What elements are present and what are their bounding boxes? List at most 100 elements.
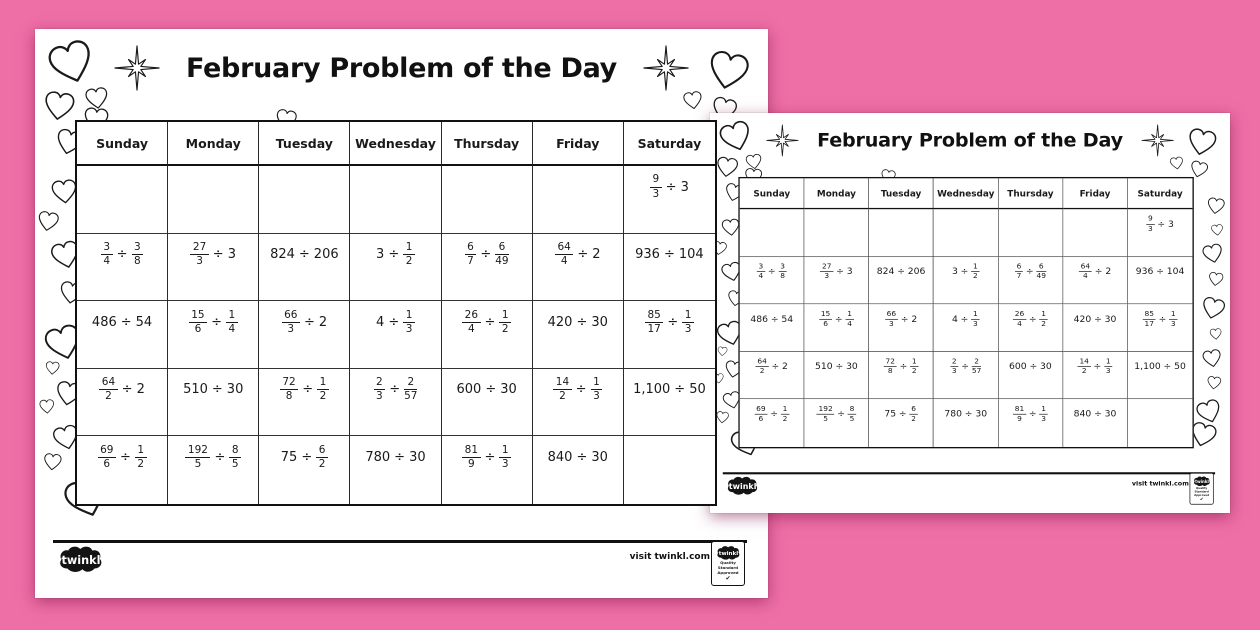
- problem-cell: 69 6 ÷ 1 2: [739, 399, 805, 447]
- title-row: February Problem of the Day: [35, 45, 768, 91]
- worksheet-sheet: February Problem of the Day Sunday Monday…: [710, 113, 1230, 513]
- sheet-scale: February Problem of the Day Sunday Monday…: [710, 113, 1230, 513]
- problem-cell: 486 ÷ 54: [739, 304, 805, 352]
- twinkl-logo: twinkl: [57, 544, 105, 575]
- problem-cell: 600 ÷ 30: [998, 351, 1064, 400]
- problem-cell: 6 7 ÷ 6 49: [998, 256, 1064, 305]
- sparkle-star-icon: [643, 45, 689, 91]
- problem-cell: 2 3 ÷ 2 57: [350, 368, 442, 437]
- footer-divider: [53, 540, 747, 543]
- day-header-cell: Wednesday: [933, 178, 999, 210]
- problem-cell: [933, 209, 999, 257]
- problem-cell: 14 2 ÷ 1 3: [1063, 351, 1128, 400]
- heart-icon: [1202, 243, 1222, 263]
- problem-cell: 420 ÷ 30: [1063, 304, 1128, 352]
- heart-icon: [717, 346, 728, 356]
- problem-calendar: Sunday Monday Tuesday Wednesday Thursday Frid…: [738, 176, 1194, 449]
- heart-icon: [1207, 197, 1225, 214]
- problem-cell: 1,100 ÷ 50: [1127, 351, 1193, 400]
- problem-cell: 3 4 ÷ 3 8: [77, 233, 169, 302]
- problem-cell: 4 ÷ 1 3: [933, 304, 999, 352]
- page-title: February Problem of the Day: [186, 52, 617, 84]
- problem-calendar: Sunday Monday Tuesday Wednesday Thursday Frid…: [75, 120, 717, 506]
- worksheet-page-front: February Problem of the Day Sunday Monday…: [710, 113, 1230, 513]
- problem-cell: [532, 166, 624, 234]
- problem-cell: 840 ÷ 30: [532, 436, 624, 504]
- heart-icon: [717, 156, 738, 177]
- problem-cell: [998, 209, 1064, 257]
- quality-badge-brand: twinkl: [718, 551, 737, 557]
- check-icon: ✔: [725, 574, 731, 582]
- footer-divider: [722, 472, 1216, 475]
- twinkl-logo-text: twinkl: [729, 482, 757, 491]
- day-header-cell: Saturday: [1127, 178, 1193, 210]
- problem-cell: [168, 166, 260, 234]
- quality-badge-brand: twinkl: [1195, 479, 1209, 484]
- heart-icon: [716, 411, 729, 424]
- problem-cell: 600 ÷ 30: [441, 368, 533, 437]
- problem-cell: 66 3 ÷ 2: [869, 304, 934, 352]
- heart-icon: [1203, 297, 1226, 319]
- problem-cell: 75 ÷ 6 2: [869, 399, 934, 447]
- quality-badge: twinkl Quality Standard Approved ✔: [1189, 472, 1214, 505]
- problem-cell: [804, 209, 870, 257]
- heart-icon: [710, 50, 749, 89]
- problem-cell: 3 ÷ 1 2: [933, 256, 999, 305]
- problem-cell: 66 3 ÷ 2: [259, 301, 351, 369]
- problem-cell: 27 3 ÷ 3: [804, 256, 870, 305]
- quality-badge-line1: Quality Standard: [717, 560, 739, 570]
- problem-cell: [739, 209, 805, 257]
- heart-icon: [1209, 272, 1224, 286]
- sparkle-star-icon: [1141, 124, 1174, 157]
- problem-cell: 510 ÷ 30: [804, 351, 870, 400]
- problem-cell: 15 6 ÷ 1 4: [168, 301, 260, 369]
- problem-cell: 824 ÷ 206: [259, 233, 351, 302]
- problem-cell: 840 ÷ 30: [1063, 399, 1128, 447]
- day-header-cell: Friday: [532, 122, 624, 166]
- quality-badge-cloud-icon: twinkl: [1193, 476, 1210, 487]
- heart-icon: [1209, 328, 1222, 340]
- problem-cell: 1,100 ÷ 50: [623, 368, 715, 437]
- problem-cell: 486 ÷ 54: [77, 301, 169, 369]
- heart-icon: [1169, 156, 1183, 170]
- problem-cell: 27 3 ÷ 3: [168, 233, 260, 302]
- problem-cell: [259, 166, 351, 234]
- problem-cell: 192 5 ÷ 8 5: [804, 399, 870, 447]
- problem-cell: [1127, 399, 1193, 447]
- heart-icon: [1202, 349, 1221, 367]
- problem-cell: [1063, 209, 1128, 257]
- problem-cell: 26 4 ÷ 1 2: [998, 304, 1064, 352]
- heart-icon: [39, 399, 55, 414]
- hearts-layer: [710, 113, 1230, 513]
- worksheet-sheet: February Problem of the Day Sunday Monday…: [35, 29, 768, 598]
- problem-cell: 85 17 ÷ 1 3: [623, 301, 715, 369]
- problem-cell: 75 ÷ 6 2: [259, 436, 351, 504]
- problem-cell: 64 2 ÷ 2: [739, 351, 805, 400]
- problem-cell: 9 3 ÷ 3: [623, 166, 715, 234]
- heart-icon: [719, 120, 749, 151]
- problem-cell: 64 4 ÷ 2: [532, 233, 624, 302]
- day-header-cell: Sunday: [739, 178, 805, 210]
- problem-cell: 936 ÷ 104: [623, 233, 715, 302]
- problem-cell: [350, 166, 442, 234]
- day-header-cell: Thursday: [441, 122, 533, 166]
- problem-cell: 15 6 ÷ 1 4: [804, 304, 870, 352]
- heart-icon: [1211, 224, 1223, 236]
- heart-icon: [1191, 160, 1208, 178]
- problem-cell: 6 7 ÷ 6 49: [441, 233, 533, 302]
- check-icon: ✔: [1199, 496, 1204, 502]
- heart-icon: [1207, 376, 1222, 390]
- heart-icon: [745, 153, 762, 169]
- problem-cell: 72 8 ÷ 1 2: [869, 351, 934, 400]
- day-header-cell: Thursday: [998, 178, 1064, 210]
- problem-cell: 824 ÷ 206: [869, 256, 934, 305]
- quality-badge-line2: Approved: [717, 569, 739, 575]
- problem-cell: 3 ÷ 1 2: [350, 233, 442, 302]
- problem-cell: 192 5 ÷ 8 5: [168, 436, 260, 504]
- title-row: February Problem of the Day: [710, 124, 1230, 157]
- day-header-cell: Monday: [168, 122, 260, 166]
- heart-icon: [45, 91, 75, 120]
- problem-cell: 9 3 ÷ 3: [1127, 209, 1193, 257]
- worksheet-page-back: February Problem of the Day Sunday Monday…: [35, 29, 768, 598]
